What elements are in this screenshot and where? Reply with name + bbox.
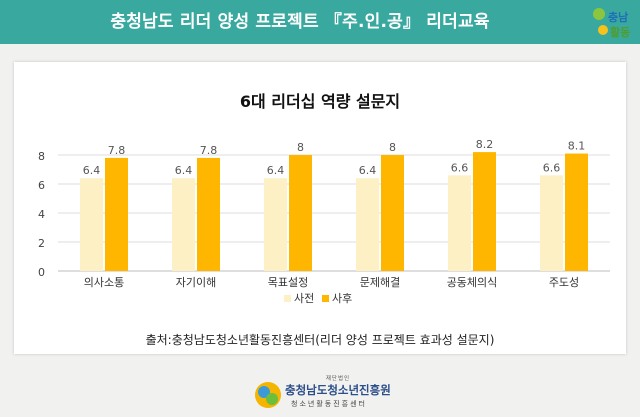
chart-title: 6대 리더십 역량 설문지 bbox=[239, 92, 401, 111]
data-label: 6.4 bbox=[83, 164, 101, 177]
bar-사전 bbox=[540, 175, 563, 271]
bar-사후 bbox=[565, 153, 588, 271]
data-label: 6.4 bbox=[175, 164, 193, 177]
page-title: 충청남도 리더 양성 프로젝트 『주.인.공』 리더교육 bbox=[110, 12, 490, 32]
x-tick-label: 문제해결 bbox=[360, 275, 400, 289]
data-label: 8.1 bbox=[568, 140, 586, 153]
footer-org-logo: 재단법인 충청남도청소년진흥원 청소년활동진흥센터 bbox=[253, 374, 393, 414]
bar-사전 bbox=[172, 178, 195, 271]
x-tick-label: 공동체의식 bbox=[447, 276, 498, 289]
bar-사전 bbox=[356, 178, 379, 271]
footer-small-text: 재단법인 bbox=[325, 376, 351, 382]
data-label: 7.8 bbox=[200, 144, 218, 157]
bar-사전 bbox=[80, 178, 103, 271]
footer-org-sub: 청소년활동진흥센터 bbox=[291, 400, 367, 408]
x-tick-label: 목표설정 bbox=[268, 276, 308, 289]
org-emblem-icon bbox=[255, 382, 281, 408]
x-tick-label: 의사소통 bbox=[84, 276, 124, 289]
y-tick-label: 0 bbox=[38, 266, 45, 279]
bar-사후 bbox=[473, 152, 496, 271]
x-tick-label: 주도성 bbox=[549, 276, 579, 289]
y-tick-label: 2 bbox=[38, 237, 45, 250]
data-label: 8.2 bbox=[476, 138, 494, 151]
bar-사전 bbox=[448, 175, 471, 271]
chungnam-activity-logo-icon: 충남 활동 bbox=[593, 8, 630, 39]
bar-사후 bbox=[381, 155, 404, 271]
y-tick-label: 6 bbox=[38, 179, 45, 192]
source-caption: 출처:충청남도청소년활동진흥센터(리더 양성 프로젝트 효과성 설문지) bbox=[145, 333, 495, 347]
data-label: 6.6 bbox=[543, 161, 561, 174]
bar-사후 bbox=[289, 155, 312, 271]
bar-사전 bbox=[264, 178, 287, 271]
legend-label: 사후 bbox=[332, 292, 352, 305]
data-label: 6.4 bbox=[359, 164, 377, 177]
legend-label: 사전 bbox=[294, 292, 314, 305]
legend-swatch bbox=[284, 295, 291, 302]
x-tick-label: 자기이해 bbox=[176, 275, 216, 289]
data-label: 8 bbox=[389, 141, 396, 154]
data-label: 8 bbox=[297, 141, 304, 154]
logo-text-top: 충남 bbox=[608, 10, 628, 24]
bar-사후 bbox=[105, 157, 128, 271]
data-label: 7.8 bbox=[108, 144, 126, 157]
bar-사후 bbox=[197, 157, 220, 271]
data-label: 6.4 bbox=[267, 164, 285, 177]
legend-swatch bbox=[322, 295, 329, 302]
logo-text-bottom: 활동 bbox=[610, 25, 630, 39]
data-label: 6.6 bbox=[451, 161, 469, 174]
footer-org-name: 충청남도청소년진흥원 bbox=[285, 383, 391, 397]
header-banner: 충청남도 리더 양성 프로젝트 『주.인.공』 리더교육 충남 활동 bbox=[0, 0, 640, 44]
y-tick-label: 8 bbox=[38, 150, 45, 163]
y-tick-label: 4 bbox=[38, 208, 45, 221]
